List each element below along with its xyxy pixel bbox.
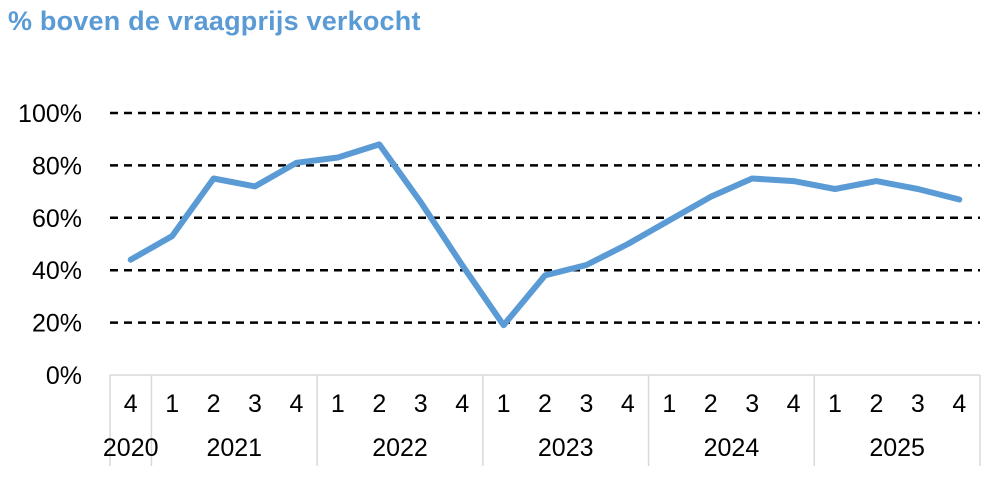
year-label: 2023 (538, 434, 594, 462)
year-label: 2022 (372, 434, 428, 462)
quarter-label: 3 (248, 390, 262, 418)
quarter-label: 1 (662, 390, 676, 418)
quarter-label: 2 (372, 390, 386, 418)
year-label: 2021 (206, 434, 262, 462)
quarter-label: 4 (289, 390, 303, 418)
quarter-label: 2 (704, 390, 718, 418)
year-label: 2025 (869, 434, 925, 462)
series-line (127, 141, 963, 329)
quarter-label: 1 (828, 390, 842, 418)
quarter-label: 4 (124, 390, 138, 418)
quarter-label: 4 (952, 390, 966, 418)
quarter-label: 3 (745, 390, 759, 418)
y-tick-label: 40% (32, 257, 82, 285)
quarter-label: 2 (207, 390, 221, 418)
data-series (127, 141, 963, 329)
grid-lines (110, 111, 980, 324)
y-tick-label: 80% (32, 152, 82, 180)
y-tick-label: 60% (32, 205, 82, 233)
x-axis-line (109, 374, 981, 466)
chart-title: % boven de vraagprijs verkocht (8, 6, 421, 36)
quarter-label: 3 (911, 390, 925, 418)
quarter-label: 1 (331, 390, 345, 418)
quarter-label: 4 (455, 390, 469, 418)
year-label: 2020 (103, 434, 159, 462)
quarter-label: 1 (497, 390, 511, 418)
quarter-label: 2 (538, 390, 552, 418)
quarter-label: 2 (869, 390, 883, 418)
year-label: 2024 (704, 434, 760, 462)
y-tick-label: 100% (18, 100, 82, 128)
y-axis-tick-labels: 0% 20% 40% 60% 80% 100% (18, 100, 82, 390)
y-tick-label: 20% (32, 310, 82, 338)
quarter-label: 1 (165, 390, 179, 418)
quarter-label: 3 (414, 390, 428, 418)
quarter-label: 3 (579, 390, 593, 418)
quarter-label: 4 (787, 390, 801, 418)
quarter-label: 4 (621, 390, 635, 418)
y-tick-label: 0% (46, 362, 82, 390)
